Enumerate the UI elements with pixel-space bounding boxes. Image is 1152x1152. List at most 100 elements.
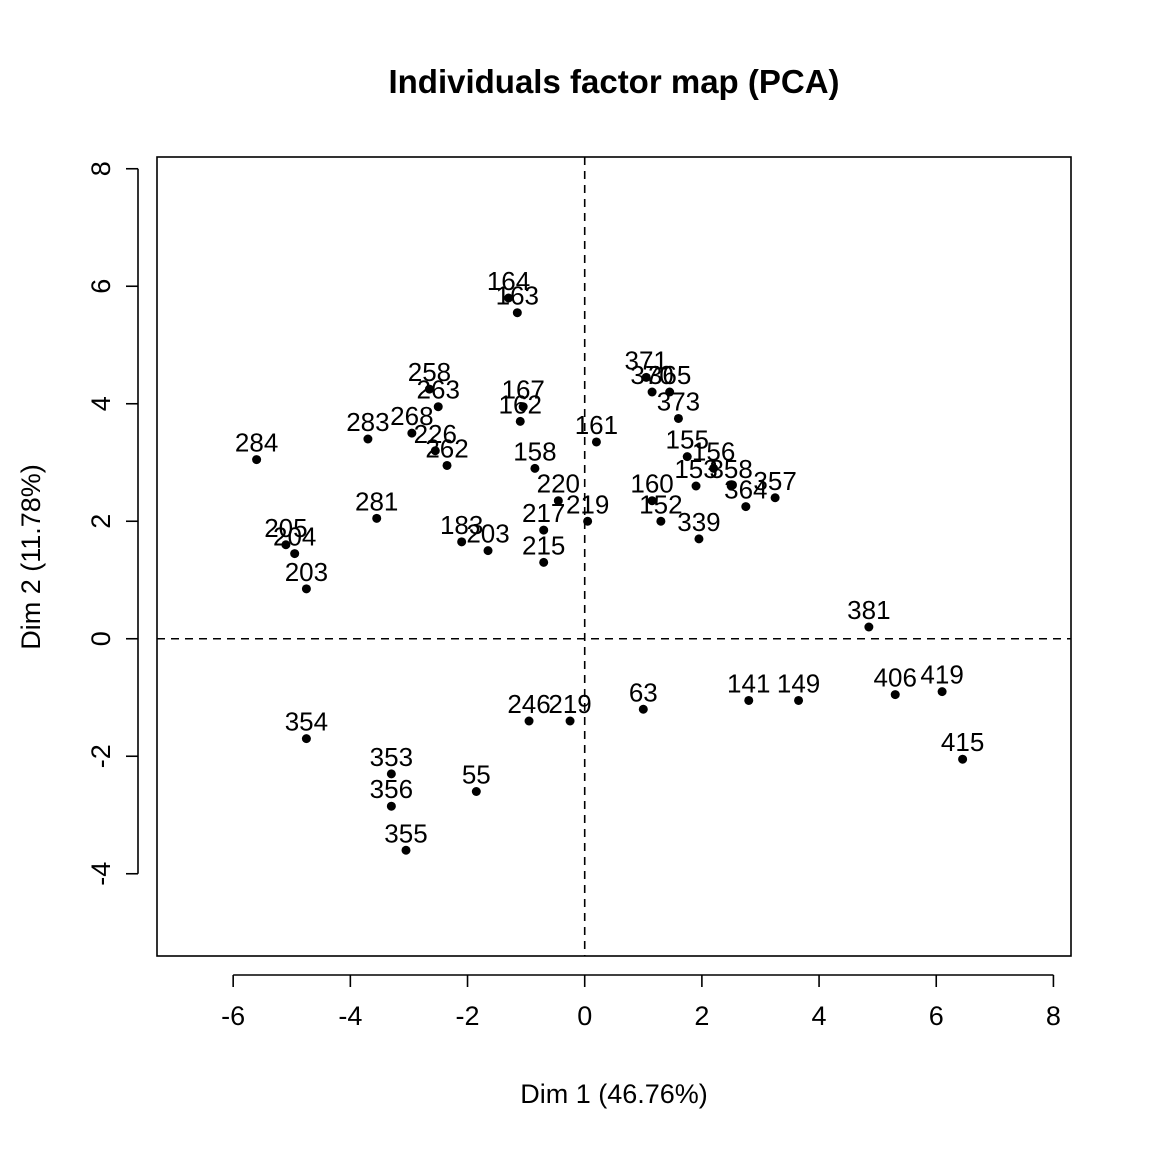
data-point (504, 293, 514, 303)
data-point (890, 690, 900, 700)
point-label: 163 (496, 281, 539, 311)
x-tick-label: 6 (929, 1001, 944, 1031)
point-label: 167 (501, 375, 544, 405)
point-label: 381 (847, 595, 890, 625)
y-axis: -4 -2 0 2 4 6 8 (86, 161, 139, 886)
data-point (252, 455, 262, 465)
point-label: 373 (657, 386, 700, 416)
point-label: 358 (709, 454, 752, 484)
point-label: 164 (487, 266, 530, 296)
data-point (553, 496, 563, 506)
data-point (665, 387, 675, 397)
point-label: 283 (346, 407, 389, 437)
data-point (647, 387, 657, 397)
point-label: 246 (507, 689, 550, 719)
data-point (301, 734, 311, 744)
y-tick-label: 4 (86, 396, 116, 411)
data-point (290, 549, 300, 559)
point-label: 258 (408, 357, 451, 387)
data-point (424, 384, 434, 394)
data-point (433, 402, 443, 412)
point-label: 357 (753, 466, 796, 496)
data-point (691, 481, 701, 491)
y-tick-label: 2 (86, 514, 116, 529)
data-point (372, 513, 382, 523)
point-label: 204 (273, 522, 316, 552)
point-label: 162 (499, 389, 542, 419)
data-point (794, 695, 804, 705)
point-label: 406 (874, 663, 917, 693)
data-point (682, 452, 692, 462)
data-point (515, 416, 525, 426)
point-label: 364 (724, 475, 767, 505)
data-point (647, 496, 657, 506)
data-point (363, 434, 373, 444)
point-label: 220 (537, 469, 580, 499)
data-point (401, 845, 411, 855)
x-tick-label: 4 (812, 1001, 827, 1031)
point-label: 161 (575, 410, 618, 440)
point-label: 262 (425, 433, 468, 463)
point-label: 152 (639, 489, 682, 519)
data-point (512, 308, 522, 318)
data-point (673, 413, 683, 423)
data-point (937, 687, 947, 697)
x-axis-label: Dim 1 (46.76%) (520, 1079, 708, 1109)
data-point (744, 695, 754, 705)
data-point (386, 801, 396, 811)
plot-frame (156, 156, 1072, 957)
point-label: 226 (414, 419, 457, 449)
point-label: 370 (630, 360, 673, 390)
data-point (656, 516, 666, 526)
point-label: 281 (355, 486, 398, 516)
y-tick-label: -2 (86, 744, 116, 768)
data-point (641, 372, 651, 382)
point-label: 158 (513, 436, 556, 466)
data-point (591, 437, 601, 447)
data-point (524, 716, 534, 726)
data-point (726, 481, 736, 491)
data-point (539, 525, 549, 535)
point-label: 356 (370, 774, 413, 804)
point-label: 371 (625, 345, 668, 375)
y-axis-label: Dim 2 (11.78%) (16, 464, 46, 650)
data-point (741, 502, 751, 512)
point-label: 339 (677, 507, 720, 537)
data-point (457, 537, 467, 547)
data-point (430, 446, 440, 456)
x-tick-label: 8 (1046, 1001, 1061, 1031)
x-tick-label: 0 (577, 1001, 592, 1031)
x-tick-label: -6 (221, 1001, 245, 1031)
points-layer (252, 293, 968, 855)
data-point (281, 540, 291, 550)
data-point (386, 769, 396, 779)
point-label: 217 (522, 498, 565, 528)
data-point (471, 787, 481, 796)
data-point (770, 493, 780, 503)
y-tick-label: -4 (86, 862, 116, 886)
data-point (709, 463, 719, 473)
point-label: 153 (674, 454, 717, 484)
x-axis: -6 -4 -2 0 2 4 6 8 (221, 974, 1061, 1031)
data-point (694, 534, 704, 544)
point-label: 415 (941, 727, 984, 757)
x-tick-label: 2 (694, 1001, 709, 1031)
x-tick-label: -4 (338, 1001, 362, 1031)
data-point (638, 704, 648, 714)
point-label: 263 (417, 375, 460, 405)
point-label: 203 (466, 519, 509, 549)
point-label: 268 (390, 401, 433, 431)
point-label: 355 (384, 818, 427, 848)
point-label: 419 (920, 660, 963, 690)
x-tick-label: -2 (456, 1001, 480, 1031)
data-point (864, 622, 874, 632)
point-label: 205 (264, 513, 307, 543)
point-label: 215 (522, 530, 565, 560)
point-label: 219 (566, 489, 609, 519)
point-label: 156 (692, 436, 735, 466)
point-label: 55 (462, 760, 491, 790)
data-point (483, 546, 493, 556)
